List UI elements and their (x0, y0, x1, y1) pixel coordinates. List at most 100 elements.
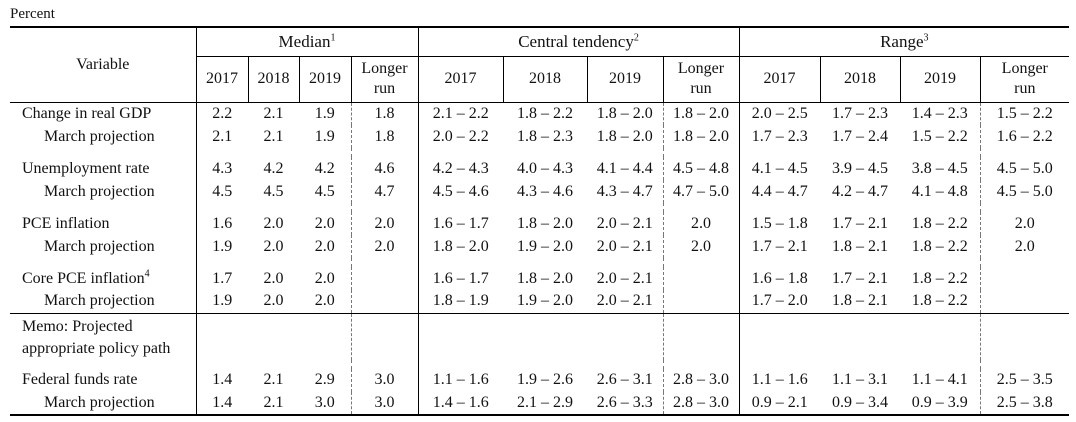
central-tendency-longer-run-cell: 1.8 – 2.0 (662, 125, 740, 148)
central-tendency-2019-cell: 4.1 – 4.4 (596, 159, 653, 177)
median-2019-header: 2019 (298, 56, 351, 103)
range-longer-run-cell (979, 267, 1070, 290)
central-tendency-longer-run-cell: 2.8 – 3.0 (662, 391, 740, 415)
median-2017-cell: 4.5 (195, 180, 248, 203)
year-header-row: 2017 2018 2019 Longer run 2017 2018 2019 … (10, 56, 1070, 103)
central-tendency-2019-cell: 2.0 – 2.1 (596, 237, 653, 255)
median-group-header: Median1 (195, 27, 418, 57)
median-2017-cell: 4.3 (195, 157, 248, 180)
range-longer-run-cell: 1.5 – 2.2 (979, 102, 1070, 125)
row-label: March projection (44, 292, 155, 310)
median-longer-run-cell: 1.8 (350, 102, 418, 125)
range-2018-cell: 1.8 – 2.1 (832, 292, 889, 310)
range-2017-cell: 1.7 – 2.0 (738, 290, 821, 313)
range-longer-run-cell: 2.5 – 3.8 (979, 391, 1070, 415)
central-tendency-2018-cell: 4.3 – 4.6 (517, 182, 573, 200)
table-row-memo: Memo: Projected appropriate policy path (10, 312, 1070, 360)
median-longer-run-cell: 3.0 (350, 391, 418, 415)
median-2019-cell: 2.0 (314, 214, 335, 232)
range-2017-cell: 4.4 – 4.7 (738, 180, 821, 203)
central-tendency-2017-cell: 1.8 – 1.9 (417, 290, 503, 313)
range-2018-cell: 1.1 – 3.1 (832, 371, 889, 388)
median-2017-cell: 2.2 (195, 102, 248, 125)
median-2019-cell: 4.2 (314, 159, 335, 177)
median-2018-cell: 4.2 (263, 159, 284, 177)
median-2017-cell: 1.6 (195, 212, 248, 235)
range-longer-run-cell: 2.0 (979, 235, 1070, 258)
central-tendency-2017-header: 2017 (417, 56, 503, 103)
median-longer-run-cell: 4.6 (350, 157, 418, 180)
median-2019-cell: 2.0 (314, 292, 335, 310)
central-tendency-2019-cell: 2.0 – 2.1 (596, 269, 653, 287)
range-longer-run-cell: 2.0 (979, 212, 1070, 235)
central-tendency-longer-run-cell: 2.8 – 3.0 (662, 368, 740, 392)
median-footnote-marker: 1 (330, 32, 336, 44)
table-row-gdp-march: March projection 2.1 2.1 1.9 1.8 2.0 – 2… (10, 125, 1070, 148)
spacer-row (10, 148, 1070, 157)
central-tendency-longer-run-cell (662, 290, 740, 313)
range-longer-run-cell: 1.6 – 2.2 (979, 125, 1070, 148)
range-2019-cell: 1.4 – 2.3 (911, 104, 968, 122)
table-row-unemployment: Unemployment rate 4.3 4.2 4.2 4.6 4.2 – … (10, 157, 1070, 180)
central-tendency-2018-cell: 1.9 – 2.0 (517, 292, 573, 310)
group-header-row: Variable Median1 Central tendency2 Range… (10, 27, 1070, 103)
median-longer-run-cell: 2.0 (350, 212, 418, 235)
range-2018-cell: 3.9 – 4.5 (832, 159, 889, 177)
range-2017-header: 2017 (738, 56, 821, 103)
central-tendency-longer-run-cell: 2.0 (662, 212, 740, 235)
central-tendency-longer-run-header: Longer run (662, 56, 740, 103)
central-tendency-2018-cell: 1.9 – 2.6 (517, 371, 573, 388)
range-2019-cell: 4.1 – 4.8 (911, 182, 968, 200)
range-2017-cell: 4.1 – 4.5 (738, 157, 821, 180)
central-tendency-2018-cell: 1.8 – 2.2 (517, 104, 573, 122)
central-tendency-2019-header: 2019 (586, 56, 663, 103)
table-row-core-pce-inflation: Core PCE inflation4 1.7 2.0 2.0 1.6 – 1.… (10, 267, 1070, 290)
range-2017-cell: 0.9 – 2.1 (738, 391, 821, 415)
median-2019-cell: 2.9 (314, 371, 335, 388)
row-label: March projection (44, 237, 155, 255)
row-label: March projection (44, 393, 155, 411)
central-tendency-2018-cell: 4.0 – 4.3 (517, 159, 573, 177)
spacer-row (10, 359, 1070, 369)
median-2018-cell: 2.0 (263, 269, 284, 287)
spacer-row (10, 258, 1070, 267)
central-tendency-longer-run-cell: 2.0 (662, 235, 740, 258)
range-2019-cell: 1.8 – 2.2 (911, 237, 968, 255)
range-2019-cell: 3.8 – 4.5 (911, 159, 968, 177)
median-2019-cell: 4.5 (314, 182, 335, 200)
central-tendency-2019-cell: 2.0 – 2.1 (596, 214, 653, 232)
median-longer-run-cell (350, 290, 418, 313)
central-tendency-2017-cell: 2.0 – 2.2 (417, 125, 503, 148)
median-2018-cell: 2.0 (263, 214, 284, 232)
median-2017-cell: 1.4 (195, 368, 248, 392)
median-2018-cell: 4.5 (263, 182, 284, 200)
table-row-federal-funds-rate: Federal funds rate 1.4 2.1 2.9 3.0 1.1 –… (10, 368, 1070, 392)
range-longer-run-cell: 4.5 – 5.0 (979, 157, 1070, 180)
median-longer-run-cell: 3.0 (350, 368, 418, 392)
table-row-core-pce-inflation-march: March projection 1.9 2.0 2.0 1.8 – 1.9 1… (10, 290, 1070, 313)
table-row-federal-funds-rate-march: March projection 1.4 2.1 3.0 3.0 1.4 – 1… (10, 391, 1070, 415)
central-tendency-2017-cell: 4.2 – 4.3 (417, 157, 503, 180)
range-2019-header: 2019 (899, 56, 981, 103)
median-2018-cell: 2.0 (263, 292, 284, 310)
range-2018-cell: 4.2 – 4.7 (832, 182, 889, 200)
range-2017-cell: 1.7 – 2.1 (738, 235, 821, 258)
range-2018-cell: 0.9 – 3.4 (832, 393, 889, 411)
central-tendency-2019-cell: 4.3 – 4.7 (596, 182, 653, 200)
range-2019-cell: 1.5 – 2.2 (911, 127, 968, 145)
median-2018-cell: 2.0 (263, 237, 284, 255)
table-row-pce-inflation-march: March projection 1.9 2.0 2.0 2.0 1.8 – 2… (10, 235, 1070, 258)
central-tendency-longer-run-cell: 4.5 – 4.8 (662, 157, 740, 180)
central-tendency-longer-run-cell: 4.7 – 5.0 (662, 180, 740, 203)
central-tendency-2018-cell: 1.8 – 2.3 (517, 127, 573, 145)
central-tendency-2018-cell: 2.1 – 2.9 (517, 393, 573, 411)
median-2018-header: 2018 (247, 56, 299, 103)
median-2017-cell: 1.9 (195, 290, 248, 313)
median-2017-cell: 1.9 (195, 235, 248, 258)
range-2018-header: 2018 (819, 56, 901, 103)
range-2019-cell: 1.8 – 2.2 (911, 269, 968, 287)
median-2019-cell: 2.0 (314, 269, 335, 287)
table-row-gdp: Change in real GDP 2.2 2.1 1.9 1.8 2.1 –… (10, 102, 1070, 125)
central-tendency-longer-run-cell (662, 267, 740, 290)
